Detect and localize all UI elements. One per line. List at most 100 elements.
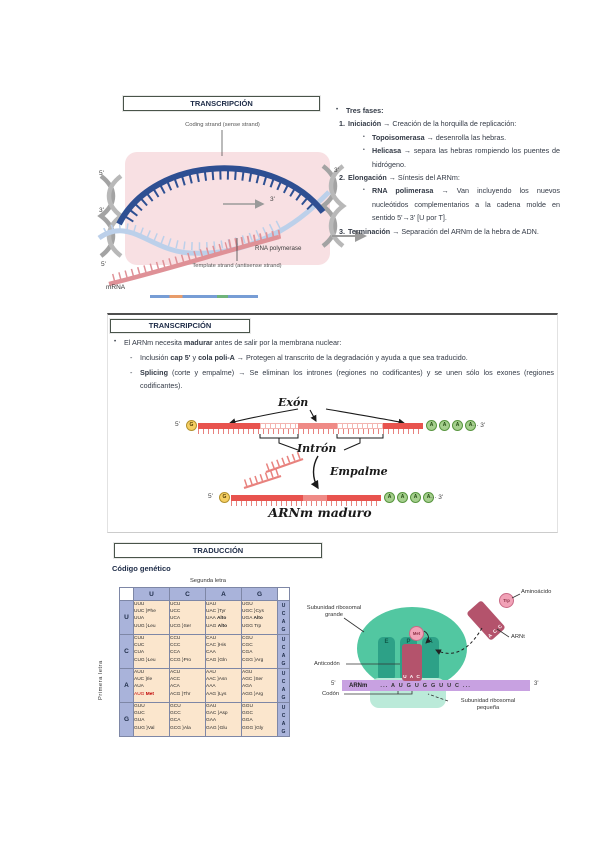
- mrna-sequence: ... A U G U G G U U C ...: [380, 682, 472, 689]
- item-number: 2.: [339, 173, 345, 183]
- trna-label: ARNt: [511, 634, 525, 640]
- codon-cell: AUU AUC }Ile AUA AUG Met: [133, 668, 170, 703]
- prime5-mark: 5': [99, 170, 104, 177]
- codon-cell: UCU UCC UCA UCG }Ser: [169, 600, 206, 635]
- codon-cell: CUU CUC CUA CUG }Leu: [133, 634, 170, 669]
- section2-title: TRANSCRIPCIÓN: [110, 319, 250, 333]
- bullet-icon: •: [336, 107, 339, 113]
- list-subitem: • Topoisomerasa → desenrolla las hebras.: [363, 131, 560, 144]
- codon-cell: UGU UGC }Cys UGA Alto UGG Trp: [241, 600, 278, 635]
- source-link[interactable]: [150, 295, 258, 298]
- item-text: Terminación → Separación del ARNm de la …: [348, 226, 539, 236]
- codon-cell: UAU UAC }Tyr UAA Alto UAG Alto: [205, 600, 242, 635]
- intron-segment: [260, 423, 298, 429]
- poly-a-node: A: [452, 420, 463, 431]
- anticodon-uac: U A C: [403, 675, 421, 680]
- bullet-icon: •: [114, 339, 117, 345]
- p-site-trna: U A C: [402, 644, 422, 681]
- anticodon-acc: A C C: [487, 623, 505, 640]
- splice-label: Empalme: [330, 465, 388, 478]
- list-item: 3. Terminación → Separación del ARNm de …: [336, 225, 560, 238]
- subitem-text: Helicasa → separa las hebras rompiendo l…: [372, 146, 560, 169]
- col-header: G: [241, 587, 278, 601]
- prime3-mark: 3': [334, 167, 339, 174]
- exon-label: Exón: [278, 396, 309, 409]
- rna-polymerase-label: RNA polymerase: [255, 245, 302, 252]
- table-row: U UUU UUC }Phe UUA UUG }Leu UCU UCC UCA …: [119, 600, 290, 635]
- list-subitem: • RNA polimerasa → Van incluyendo los nu…: [363, 184, 560, 224]
- codon-cell: AGU AGC }Ser AGA AGG }Arg: [241, 668, 278, 703]
- item-number: 3.: [339, 226, 345, 236]
- table-row: C CUU CUC CUA CUG }Leu CCU CCC CCA CCG }…: [119, 634, 290, 669]
- dash-marker: -: [130, 368, 133, 377]
- list-item: 2. Elongación → Síntesis del ARNm:: [336, 171, 560, 184]
- item-text: Elongación → Síntesis del ARNm:: [348, 173, 460, 183]
- codon-label: Codón: [322, 691, 340, 697]
- third-letter-cell: U C A G: [277, 668, 290, 703]
- coding-strand-label: Coding strand (sense strand): [185, 122, 260, 128]
- exon-segment: [383, 423, 423, 429]
- poly-a-node: A: [410, 492, 421, 503]
- mrna-strip-label: ARNm: [349, 682, 368, 689]
- exon-segment: [298, 423, 337, 429]
- prime5-mark: 5': [208, 493, 213, 500]
- large-subunit-label: Subunidad ribosomal grande: [306, 605, 362, 619]
- list-item: 1. Iniciación → Creación de la horquilla…: [336, 117, 560, 130]
- aminoacid-label: Aminoácido: [521, 589, 552, 595]
- second-letter-label: Segunda letra: [189, 578, 227, 584]
- bullet-icon: •: [363, 133, 365, 140]
- prime3-mark: ··· 3': [472, 422, 486, 429]
- third-letter-cell: U C A G: [277, 600, 290, 635]
- row-letter: C: [119, 634, 134, 669]
- third-letter-cell: U C A G: [277, 634, 290, 669]
- point-text: Inclusión cap 5' y cola poli-A → Protege…: [140, 353, 468, 362]
- table-row: A AUU AUC }Ile AUA AUG Met ACU ACC ACA A…: [119, 668, 290, 703]
- cap-g-node: G: [186, 420, 197, 431]
- section1-title: TRANSCRIPCIÓN: [123, 96, 320, 111]
- prime5-mark: 5': [101, 261, 106, 268]
- poly-a-node: A: [397, 492, 408, 503]
- intron-label: Intrón: [297, 442, 337, 455]
- prime3-mark: 3': [270, 196, 275, 203]
- list-header-row: • Tres fases:: [336, 104, 560, 117]
- trp-aminoacid: Trp: [499, 593, 514, 608]
- intro-row: • El ARNm necesita madurar antes de sali…: [114, 336, 552, 349]
- met-aminoacid: Met: [409, 626, 424, 641]
- exon-segment: [231, 495, 303, 501]
- transcription-notes: • Tres fases: 1. Iniciación → Creación d…: [336, 104, 560, 238]
- list-header: Tres fases:: [346, 106, 384, 115]
- col-header: U: [133, 587, 170, 601]
- row-letter: A: [119, 668, 134, 703]
- codon-cell: CCU CCC CCA CCG }Pro: [169, 634, 206, 669]
- point-row: - Inclusión cap 5' y cola poli-A → Prote…: [130, 351, 554, 364]
- mature-mrna-label: ARNm maduro: [268, 505, 372, 520]
- prime3-mark: 3': [534, 681, 539, 687]
- table-header-row: U C A G: [119, 587, 290, 601]
- exon-segment: [198, 423, 260, 429]
- anticodon-label: Anticodón: [314, 661, 340, 667]
- pre-mrna-strand: [198, 423, 423, 429]
- prime3-mark: ··· 3': [430, 494, 444, 501]
- prime5-mark: 5': [331, 681, 336, 687]
- exon-segment: [327, 495, 381, 501]
- mature-mrna-strand: [231, 495, 381, 501]
- genetic-code-heading: Código genético: [112, 564, 171, 573]
- subitem-text: Topoisomerasa → desenrolla las hebras.: [372, 132, 507, 142]
- point-row: - Splicing (corte y empalme) → Se elimin…: [130, 366, 554, 393]
- cap-g-node: G: [219, 492, 230, 503]
- poly-a-node: A: [423, 492, 434, 503]
- incoming-trna: A C C: [466, 600, 506, 641]
- e-site: E: [378, 637, 395, 681]
- codon-cell: CGU CGC CGA CGG }Arg: [241, 634, 278, 669]
- intron-segment: [337, 423, 383, 429]
- poly-a-node: A: [439, 420, 450, 431]
- bullet-icon: •: [363, 147, 365, 154]
- codon-cell: AAU AAC }Asn AAA AAG }Lys: [205, 668, 242, 703]
- first-letter-label: Primera letra: [98, 660, 104, 700]
- col-header: A: [205, 587, 242, 601]
- poly-a-tail: A A A A: [384, 492, 434, 503]
- bullet-icon: •: [363, 187, 365, 194]
- exon-segment: [303, 495, 327, 501]
- codon-cell: GGU GGC GGA GGG }Gly: [241, 702, 278, 737]
